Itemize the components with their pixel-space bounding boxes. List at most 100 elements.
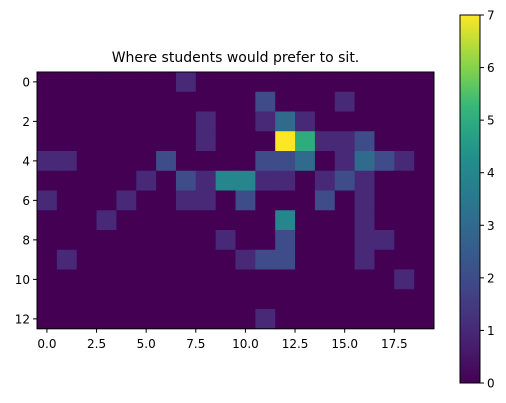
heatmap-cell-r4-c15 bbox=[334, 151, 355, 172]
heatmap-cell-r3-c3 bbox=[96, 131, 117, 152]
heatmap-cell-r0-c11 bbox=[255, 72, 276, 93]
x-tick-label: 12.5 bbox=[282, 337, 309, 351]
heatmap-cell-r2-c5 bbox=[136, 111, 157, 132]
heatmap-cell-r10-c8 bbox=[195, 269, 217, 290]
heatmap-cell-r10-c3 bbox=[96, 269, 117, 290]
heatmap-cell-r7-c15 bbox=[334, 210, 355, 231]
heatmap-cell-r0-c9 bbox=[215, 72, 236, 93]
heatmap-cell-r2-c9 bbox=[215, 111, 236, 132]
heatmap-cell-r12-c12 bbox=[275, 309, 296, 330]
heatmap-cell-r0-c2 bbox=[76, 72, 97, 93]
heatmap-cell-r2-c17 bbox=[374, 111, 395, 132]
heatmap-cell-r9-c3 bbox=[96, 249, 117, 270]
heatmap-cell-r3-c13 bbox=[295, 131, 316, 152]
heatmap-cell-r10-c18 bbox=[394, 269, 415, 290]
heatmap-cell-r5-c16 bbox=[354, 170, 375, 191]
heatmap-cell-r2-c18 bbox=[394, 111, 415, 132]
heatmap-cell-r4-c0 bbox=[37, 151, 58, 172]
heatmap-cell-r7-c9 bbox=[215, 210, 236, 231]
heatmap-cell-r7-c6 bbox=[156, 210, 177, 231]
heatmap-cell-r10-c7 bbox=[175, 269, 197, 290]
heatmap-cell-r3-c6 bbox=[156, 131, 177, 152]
heatmap-cell-r12-c19 bbox=[414, 309, 435, 330]
heatmap-cell-r1-c13 bbox=[295, 91, 316, 112]
colorbar-tick-label: 2 bbox=[487, 271, 495, 285]
heatmap-cell-r3-c18 bbox=[394, 131, 415, 152]
heatmap-cell-r4-c2 bbox=[76, 151, 97, 172]
heatmap-cell-r7-c0 bbox=[37, 210, 58, 231]
heatmap-cell-r4-c9 bbox=[215, 151, 236, 172]
heatmap-cell-r8-c3 bbox=[96, 230, 117, 251]
heatmap-cell-r7-c18 bbox=[394, 210, 415, 231]
heatmap-cell-r6-c8 bbox=[195, 190, 217, 211]
y-axis: 0 2 4 6 8 10 12 bbox=[15, 75, 37, 326]
heatmap-cell-r5-c12 bbox=[275, 170, 296, 191]
heatmap-cell-r11-c19 bbox=[414, 289, 435, 310]
heatmap-cell-r11-c6 bbox=[156, 289, 177, 310]
heatmap-cell-r11-c18 bbox=[394, 289, 415, 310]
heatmap-cell-r9-c6 bbox=[156, 249, 177, 270]
heatmap-cell-r1-c17 bbox=[374, 91, 395, 112]
heatmap-cell-r2-c12 bbox=[275, 111, 296, 132]
heatmap-cell-r8-c5 bbox=[136, 230, 157, 251]
heatmap-cell-r6-c3 bbox=[96, 190, 117, 211]
heatmap-cell-r10-c12 bbox=[275, 269, 296, 290]
heatmap-cell-r4-c18 bbox=[394, 151, 415, 172]
y-tick-label: 2 bbox=[22, 115, 30, 129]
heatmap-cell-r7-c5 bbox=[136, 210, 157, 231]
heatmap-cell-r4-c11 bbox=[255, 151, 276, 172]
colorbar-tick-label: 1 bbox=[487, 324, 495, 338]
heatmap-cell-r1-c15 bbox=[334, 91, 355, 112]
heatmap-cell-r3-c0 bbox=[37, 131, 58, 152]
heatmap-cell-r12-c16 bbox=[354, 309, 375, 330]
heatmap-cell-r4-c13 bbox=[295, 151, 316, 172]
heatmap-cell-r11-c4 bbox=[116, 289, 137, 310]
heatmap-cell-r3-c1 bbox=[56, 131, 78, 152]
heatmap-cell-r6-c11 bbox=[255, 190, 276, 211]
heatmap-cell-r5-c0 bbox=[37, 170, 58, 191]
heatmap-cell-r2-c10 bbox=[235, 111, 256, 132]
heatmap-cell-r2-c16 bbox=[354, 111, 375, 132]
heatmap-cell-r6-c13 bbox=[295, 190, 316, 211]
heatmap-cell-r12-c4 bbox=[116, 309, 137, 330]
colorbar-frame bbox=[459, 14, 481, 384]
heatmap-cell-r7-c3 bbox=[96, 210, 117, 231]
heatmap-cell-r3-c15 bbox=[334, 131, 355, 152]
heatmap-cell-r7-c8 bbox=[195, 210, 217, 231]
heatmap-cells bbox=[37, 72, 435, 330]
heatmap-cell-r9-c16 bbox=[354, 249, 375, 270]
chart-title: Where students would prefer to sit. bbox=[112, 50, 360, 66]
heatmap-cell-r9-c7 bbox=[175, 249, 197, 270]
heatmap-cell-r12-c3 bbox=[96, 309, 117, 330]
heatmap-cell-r3-c4 bbox=[116, 131, 137, 152]
heatmap-cell-r4-c17 bbox=[374, 151, 395, 172]
heatmap-cell-r11-c13 bbox=[295, 289, 316, 310]
heatmap-cell-r0-c17 bbox=[374, 72, 395, 93]
heatmap-cell-r9-c10 bbox=[235, 249, 256, 270]
heatmap-cell-r0-c15 bbox=[334, 72, 355, 93]
heatmap-cell-r2-c0 bbox=[37, 111, 58, 132]
heatmap-cell-r10-c2 bbox=[76, 269, 97, 290]
heatmap-cell-r12-c14 bbox=[314, 309, 336, 330]
heatmap-cell-r5-c14 bbox=[314, 170, 336, 191]
heatmap-cell-r2-c1 bbox=[56, 111, 78, 132]
heatmap-cell-r6-c10 bbox=[235, 190, 256, 211]
heatmap-cell-r4-c3 bbox=[96, 151, 117, 172]
heatmap-cell-r6-c12 bbox=[275, 190, 296, 211]
heatmap-cell-r6-c0 bbox=[37, 190, 58, 211]
heatmap-cell-r1-c9 bbox=[215, 91, 236, 112]
colorbar-tick-label: 7 bbox=[487, 9, 495, 23]
heatmap-cell-r3-c7 bbox=[175, 131, 197, 152]
heatmap-cell-r9-c2 bbox=[76, 249, 97, 270]
heatmap-cell-r4-c12 bbox=[275, 151, 296, 172]
x-tick-label: 10.0 bbox=[232, 337, 259, 351]
heatmap-cell-r7-c11 bbox=[255, 210, 276, 231]
heatmap-cell-r7-c13 bbox=[295, 210, 316, 231]
heatmap-cell-r4-c5 bbox=[136, 151, 157, 172]
heatmap-cell-r1-c8 bbox=[195, 91, 217, 112]
heatmap-cell-r7-c4 bbox=[116, 210, 137, 231]
heatmap-cell-r8-c1 bbox=[56, 230, 78, 251]
heatmap-cell-r7-c14 bbox=[314, 210, 336, 231]
heatmap-cell-r4-c6 bbox=[156, 151, 177, 172]
